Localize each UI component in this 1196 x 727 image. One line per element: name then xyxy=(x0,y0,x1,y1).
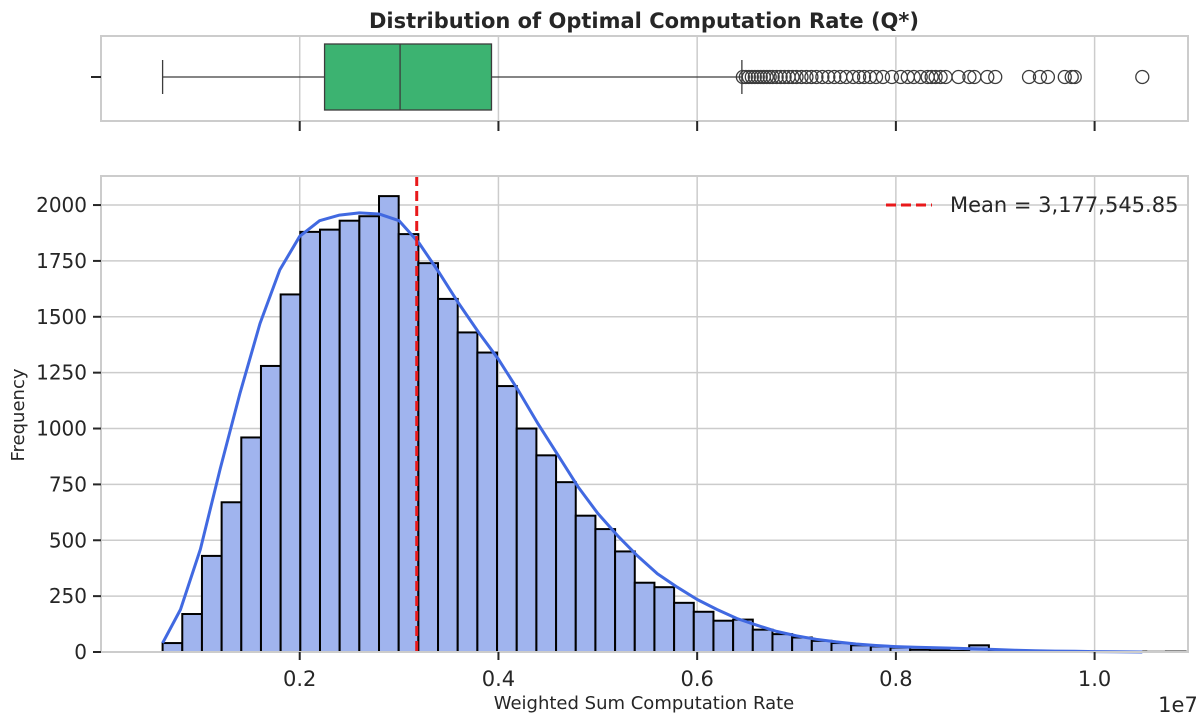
legend-mean-label: Mean = 3,177,545.85 xyxy=(950,193,1178,217)
box-plot-elements xyxy=(163,44,742,110)
histogram-bar xyxy=(359,216,379,652)
histogram-bar xyxy=(713,621,733,652)
histogram-bar xyxy=(163,643,183,652)
box-plot-x-ticks xyxy=(300,121,1095,131)
histogram-y-tick-label: 750 xyxy=(49,472,87,496)
box-outlier-point xyxy=(1068,71,1081,84)
histogram-bar xyxy=(222,502,242,652)
histogram-y-tick-label: 2000 xyxy=(36,193,87,217)
histogram-bar xyxy=(438,299,458,652)
histogram-bar xyxy=(261,366,281,652)
x-axis-offset-label: 1e7 xyxy=(1158,693,1196,717)
histogram-bar xyxy=(182,614,202,652)
histogram-bar xyxy=(812,641,832,652)
box-outlier-point xyxy=(1041,71,1054,84)
histogram-bar xyxy=(517,429,537,652)
histogram-y-ticks: 0 250 500 750 1000 1250 1500 1750 2000 xyxy=(36,193,101,664)
histogram-y-tick-label: 0 xyxy=(74,640,87,664)
chart-title: Distribution of Optimal Computation Rate… xyxy=(369,9,919,33)
histogram-x-tick-label: 0.6 xyxy=(680,667,713,691)
box-outlier-point xyxy=(1136,71,1149,84)
histogram-bar xyxy=(320,230,340,652)
histogram-y-tick-label: 1250 xyxy=(36,361,87,385)
histogram-bar xyxy=(497,386,517,652)
box-plot-outliers xyxy=(736,71,1148,84)
histogram-bar xyxy=(241,437,261,652)
box-plot-frame xyxy=(101,36,1188,121)
histogram-bar xyxy=(694,612,714,652)
histogram-y-tick-label: 500 xyxy=(49,528,87,552)
histogram-y-tick-label: 1000 xyxy=(36,417,87,441)
histogram-bar xyxy=(281,294,301,652)
box-outlier-point xyxy=(981,71,994,84)
y-axis-label: Frequency xyxy=(8,368,29,461)
histogram-x-tick-label: 0.2 xyxy=(283,667,316,691)
histogram-bar xyxy=(576,516,596,652)
histogram-y-tick-label: 1750 xyxy=(36,249,87,273)
histogram-bar xyxy=(674,603,694,652)
box-iqr xyxy=(325,44,492,110)
histogram-bar xyxy=(300,232,320,652)
histogram-bar xyxy=(635,583,655,652)
histogram-bar xyxy=(556,482,576,652)
histogram-bar xyxy=(615,551,635,652)
x-axis-label: Weighted Sum Computation Rate xyxy=(494,693,795,714)
histogram-bar xyxy=(418,263,438,652)
histogram-bar xyxy=(202,556,222,652)
histogram-bar xyxy=(772,634,792,652)
histogram-bar xyxy=(477,353,497,652)
histogram-bar xyxy=(340,221,360,652)
histogram-panel: 0.2 0.4 0.6 0.8 1.0 0 250 500 750 1000 1250 1500 17… xyxy=(8,176,1196,717)
histogram-bar xyxy=(536,455,556,652)
histogram-bar xyxy=(753,630,773,652)
histogram-x-ticks: 0.2 0.4 0.6 0.8 1.0 xyxy=(283,652,1111,691)
histogram-y-tick-label: 1500 xyxy=(36,305,87,329)
histogram-bar xyxy=(654,587,674,652)
histogram-x-tick-label: 0.8 xyxy=(879,667,912,691)
histogram-x-tick-label: 0.4 xyxy=(482,667,515,691)
histogram-bar xyxy=(595,529,615,652)
histogram-x-tick-label: 1.0 xyxy=(1078,667,1111,691)
box-plot-panel xyxy=(91,36,1188,131)
histogram-bar xyxy=(379,196,399,652)
histogram-bar xyxy=(792,637,812,652)
box-outlier-point xyxy=(989,71,1002,84)
histogram-bar xyxy=(458,332,478,652)
histogram-y-tick-label: 250 xyxy=(49,584,87,608)
histogram-bar xyxy=(733,620,753,652)
